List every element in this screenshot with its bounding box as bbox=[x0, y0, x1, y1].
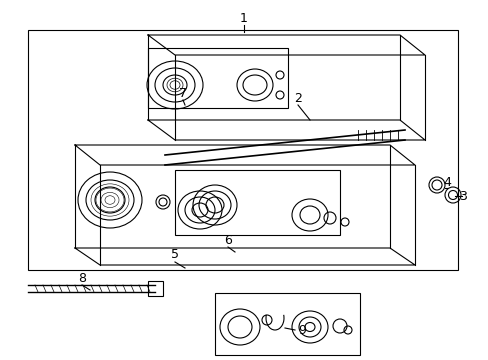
Bar bbox=[215, 293, 359, 355]
Bar bbox=[148, 48, 287, 108]
Text: 4: 4 bbox=[442, 176, 450, 189]
Text: 6: 6 bbox=[224, 234, 231, 247]
Text: 1: 1 bbox=[240, 12, 247, 24]
Bar bbox=[175, 170, 339, 235]
Bar bbox=[28, 30, 457, 270]
Text: 2: 2 bbox=[293, 91, 301, 104]
Text: 9: 9 bbox=[298, 324, 305, 337]
Text: 8: 8 bbox=[78, 271, 86, 284]
Text: 7: 7 bbox=[179, 86, 186, 99]
Text: 3: 3 bbox=[458, 189, 466, 202]
Bar bbox=[148, 281, 163, 296]
Text: 5: 5 bbox=[171, 248, 179, 261]
